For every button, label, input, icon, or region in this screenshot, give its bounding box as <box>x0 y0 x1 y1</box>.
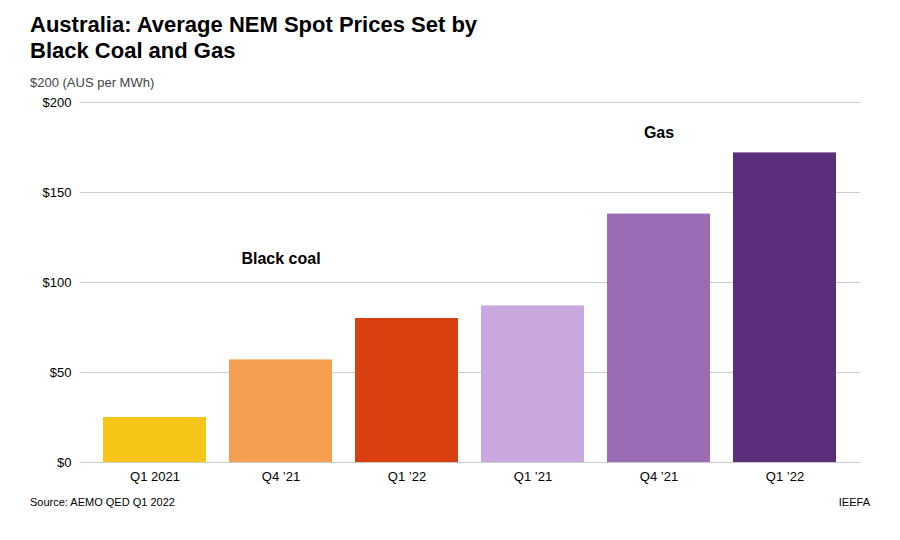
svg-text:$50: $50 <box>50 364 72 379</box>
svg-text:Q1 ’21: Q1 ’21 <box>514 469 552 484</box>
svg-text:Black coal: Black coal <box>241 250 320 267</box>
html-text:$200 (AUS per MWh): $200 (AUS per MWh) <box>30 74 155 90</box>
svg-text:$150: $150 <box>43 184 72 199</box>
html-text:IEEFA: IEEFA <box>838 495 870 508</box>
svg-text:Q1 2021: Q1 2021 <box>130 469 180 484</box>
svg-text:Q1 ’22: Q1 ’22 <box>388 469 426 484</box>
svg-text:Q1 ’22: Q1 ’22 <box>766 469 804 484</box>
html-text:Source: AEMO QED Q1 2022: Source: AEMO QED Q1 2022 <box>30 495 175 508</box>
svg-text:$0: $0 <box>57 454 71 469</box>
svg-text:Q4 ’21: Q4 ’21 <box>640 469 678 484</box>
svg-text:Q4 ’21: Q4 ’21 <box>262 469 300 484</box>
svg-text:$100: $100 <box>43 274 72 289</box>
svg-text:Gas: Gas <box>644 124 674 141</box>
svg-text:$200: $200 <box>43 94 72 109</box>
html-text:Australia: Average NEM Spot Pr: Australia: Average NEM Spot Prices Set b… <box>30 12 478 64</box>
